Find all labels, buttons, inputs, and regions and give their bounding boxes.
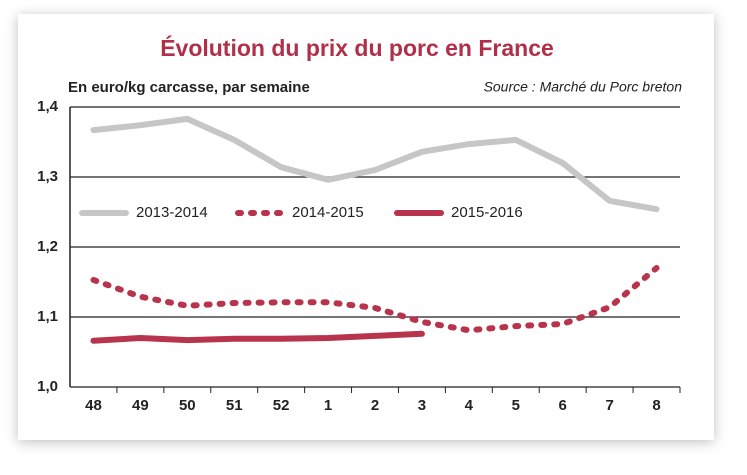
y-tick-label: 1,0 [37, 378, 58, 395]
subtitle: En euro/kg carcasse, par semaine [68, 79, 310, 96]
legend-label: 2015-2016 [451, 204, 523, 221]
series-line [90, 330, 425, 344]
x-tick-label: 48 [85, 397, 102, 414]
y-tick-label: 1,2 [37, 238, 58, 255]
x-tick-label: 51 [226, 397, 243, 414]
x-tick-label: 1 [324, 397, 332, 414]
x-tick-label: 5 [512, 397, 520, 414]
y-tick-label: 1,3 [37, 168, 58, 185]
x-tick-label: 7 [605, 397, 613, 414]
series-line [90, 265, 660, 334]
chart-title: Évolution du prix du porc en France [160, 34, 554, 61]
x-tick-label: 2 [371, 397, 379, 414]
x-tick-label: 49 [132, 397, 149, 414]
x-tick-label: 3 [418, 397, 426, 414]
legend-label: 2014-2015 [292, 204, 364, 221]
y-tick-label: 1,4 [37, 98, 59, 115]
source: Source : Marché du Porc breton [484, 79, 683, 95]
y-tick-label: 1,1 [37, 308, 58, 325]
x-tick-label: 4 [465, 397, 474, 414]
x-tick-label: 8 [652, 397, 660, 414]
series-line [90, 115, 660, 213]
x-tick-label: 50 [179, 397, 196, 414]
card [18, 14, 714, 440]
x-tick-label: 6 [559, 397, 567, 414]
x-tick-label: 52 [273, 397, 290, 414]
legend-label: 2013-2014 [136, 204, 208, 221]
